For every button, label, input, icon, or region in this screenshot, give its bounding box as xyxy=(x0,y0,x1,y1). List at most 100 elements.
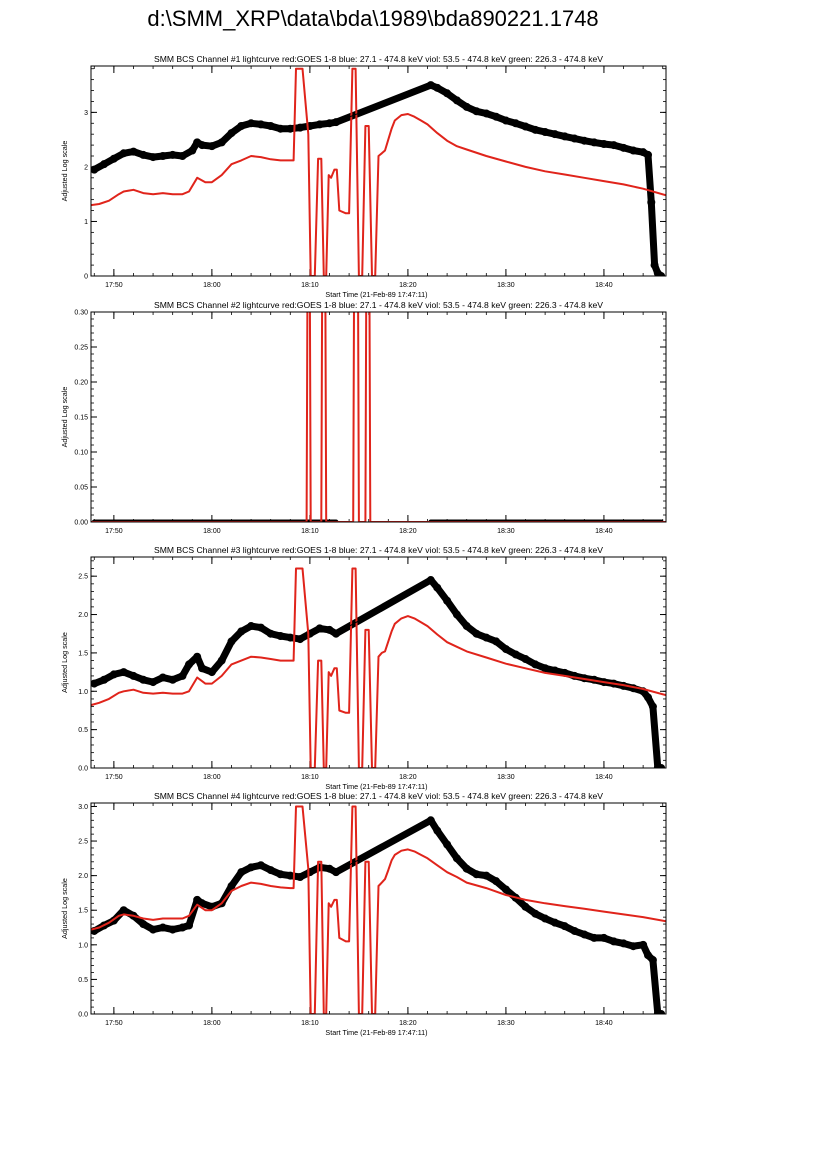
chart-panel-4: SMM BCS Channel #4 lightcurve red:GOES 1… xyxy=(60,791,667,1037)
bcs-point xyxy=(158,923,167,932)
bcs-gap-connector xyxy=(335,579,432,635)
x-tick-label: 18:40 xyxy=(595,528,613,535)
bcs-point xyxy=(119,906,128,915)
y-tick-label: 1 xyxy=(84,219,88,226)
x-tick-label: 18:20 xyxy=(399,1020,417,1027)
x-tick-label: 18:10 xyxy=(301,282,319,289)
y-tick-label: 0.5 xyxy=(78,727,88,734)
bcs-point xyxy=(276,870,285,879)
bcs-point xyxy=(462,622,471,631)
bcs-point xyxy=(217,138,226,147)
bcs-point xyxy=(198,141,207,150)
goes-series-line xyxy=(91,67,666,276)
chart-panel-2: SMM BCS Channel #2 lightcurve red:GOES 1… xyxy=(60,300,667,535)
bcs-point xyxy=(227,882,236,891)
bcs-point xyxy=(452,610,461,619)
bcs-point xyxy=(296,873,305,882)
bcs-point xyxy=(657,764,666,768)
x-axis-label: Start Time (21-Feb-89 17:47:11) xyxy=(325,1028,427,1037)
y-tick-label: 2.0 xyxy=(78,873,88,880)
bcs-point xyxy=(119,668,128,677)
bcs-point xyxy=(472,629,481,638)
bcs-point xyxy=(149,678,158,687)
bcs-point xyxy=(550,918,559,927)
y-axis-label: Adjusted Log scale xyxy=(60,141,69,202)
bcs-point xyxy=(325,119,334,128)
series-group xyxy=(91,567,666,768)
bcs-point xyxy=(482,109,491,118)
bcs-point xyxy=(266,629,275,638)
x-tick-label: 18:10 xyxy=(301,774,319,781)
bcs-point xyxy=(168,925,177,934)
x-tick-label: 18:30 xyxy=(497,1020,515,1027)
bcs-point xyxy=(599,933,608,942)
x-tick-label: 17:50 xyxy=(105,774,123,781)
bcs-point xyxy=(629,942,638,951)
y-tick-label: 0.15 xyxy=(74,415,88,422)
x-tick-label: 17:50 xyxy=(105,282,123,289)
bcs-point xyxy=(521,122,530,131)
bcs-point xyxy=(443,596,452,605)
bcs-point xyxy=(247,119,256,128)
bcs-point xyxy=(185,921,194,930)
x-tick-label: 18:10 xyxy=(301,528,319,535)
x-tick-label: 18:30 xyxy=(497,528,515,535)
bcs-point xyxy=(315,863,324,872)
chart-panel-1: SMM BCS Channel #1 lightcurve red:GOES 1… xyxy=(60,54,667,299)
y-tick-label: 0.30 xyxy=(74,310,88,317)
bcs-point xyxy=(276,124,285,133)
plot-frame xyxy=(90,802,667,1015)
bcs-point xyxy=(541,914,550,923)
bcs-point xyxy=(185,660,194,669)
bcs-point xyxy=(452,96,461,105)
x-tick-label: 18:00 xyxy=(203,528,221,535)
bcs-point xyxy=(256,623,265,632)
bcs-point xyxy=(599,140,608,148)
y-tick-label: 0.25 xyxy=(74,345,88,352)
bcs-point xyxy=(501,645,510,654)
bcs-point xyxy=(550,666,559,675)
bcs-point xyxy=(531,125,540,134)
plot-frame xyxy=(90,65,667,277)
bcs-point xyxy=(256,861,265,870)
bcs-point xyxy=(139,920,148,929)
x-tick-label: 18:20 xyxy=(399,282,417,289)
bcs-point xyxy=(217,656,226,665)
x-tick-label: 18:00 xyxy=(203,1020,221,1027)
bcs-point xyxy=(207,142,216,151)
bcs-point xyxy=(492,877,501,886)
x-tick-label: 18:40 xyxy=(595,282,613,289)
series-group xyxy=(91,312,666,522)
bcs-point xyxy=(227,637,236,646)
bcs-point xyxy=(590,138,599,147)
bcs-point xyxy=(570,926,579,935)
x-tick-label: 17:50 xyxy=(105,528,123,535)
y-tick-label: 0.20 xyxy=(74,380,88,387)
bcs-point xyxy=(482,871,491,880)
series-group xyxy=(91,805,666,1014)
bcs-point xyxy=(511,650,520,659)
x-tick-label: 18:30 xyxy=(497,282,515,289)
plot-frame xyxy=(90,311,667,523)
bcs-point xyxy=(91,679,99,688)
bcs-point xyxy=(188,146,197,155)
bcs-point xyxy=(590,933,599,942)
bcs-point xyxy=(247,863,256,872)
bcs-point xyxy=(521,655,530,664)
bcs-point xyxy=(452,854,461,863)
bcs-point xyxy=(472,107,481,116)
x-axis-label: Start Time (21-Feb-89 17:47:11) xyxy=(325,782,427,791)
y-tick-label: 1.0 xyxy=(78,689,88,696)
bcs-point xyxy=(266,866,275,875)
x-tick-label: 18:00 xyxy=(203,282,221,289)
bcs-point xyxy=(570,134,579,143)
bcs-point xyxy=(629,146,638,155)
bcs-point xyxy=(648,956,657,965)
bcs-point xyxy=(100,160,109,169)
y-axis-label: Adjusted Log scale xyxy=(60,878,69,939)
bcs-point xyxy=(109,154,118,163)
bcs-point xyxy=(541,664,550,673)
bcs-point xyxy=(657,272,666,276)
bcs-point xyxy=(305,868,314,877)
bcs-point xyxy=(462,102,471,111)
